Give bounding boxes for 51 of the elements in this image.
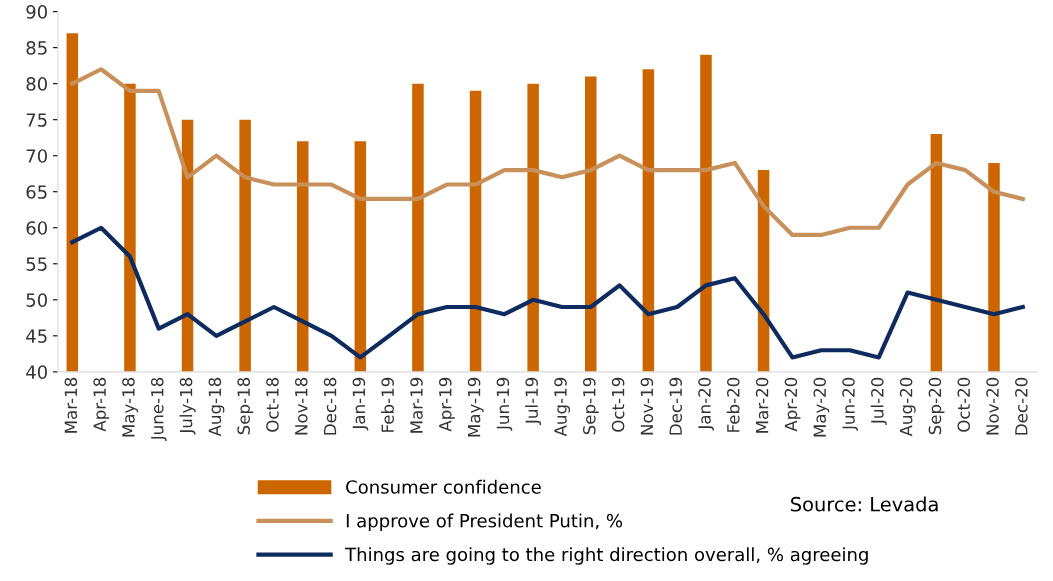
- x-tick-label: Nov-19: [640, 377, 654, 435]
- y-tick-label: 45: [26, 329, 47, 343]
- legend-label: Things are going to the right direction overall, % agreeing: [345, 547, 868, 565]
- x-tick-label: July-18: [179, 377, 196, 435]
- x-tick-label: Aug-20: [899, 377, 916, 437]
- x-tick-label: Sep-19: [582, 377, 599, 435]
- y-tick-label: 90: [26, 5, 47, 19]
- legend-label: Consumer confidence: [346, 479, 541, 494]
- x-tick-label: Jun-19: [496, 377, 513, 431]
- x-tick-label: Mar-20: [755, 377, 769, 433]
- y-tick-label: 70: [26, 149, 47, 163]
- x-tick-label: Mar-19: [410, 377, 423, 433]
- x-tick-label: Apr-18: [93, 377, 110, 432]
- x-tick-label: Dec-20: [1015, 377, 1028, 435]
- x-tick-label: Feb-20: [726, 377, 740, 432]
- x-tick-label: Jan-19: [352, 377, 369, 431]
- x-tick-label: June-18: [150, 377, 167, 442]
- x-tick-label: Dec-18: [323, 377, 337, 435]
- source-note: Source: Levada: [791, 496, 938, 512]
- x-tick-label: May-19: [467, 377, 484, 437]
- x-tick-label: Nov-20: [986, 377, 999, 435]
- x-tick-label: May-20: [813, 377, 830, 437]
- x-tick-label: Aug-19: [554, 377, 571, 437]
- y-tick-label: 60: [26, 221, 47, 235]
- x-tick-label: Oct-20: [957, 377, 971, 432]
- legend-label: I approve of President Putin, %: [346, 513, 623, 532]
- line-series: [70, 225, 1025, 360]
- x-tick-label: Feb-19: [381, 377, 394, 432]
- x-tick-label: Aug-18: [208, 377, 225, 437]
- x-tick-label: Jan-20: [698, 377, 714, 431]
- y-tick-label: 50: [26, 293, 47, 307]
- y-tick-label: 85: [26, 41, 47, 55]
- y-tick-label: 75: [26, 113, 47, 127]
- x-tick-label: Oct-19: [611, 377, 625, 432]
- x-tick-label: Mar-18: [64, 377, 78, 433]
- line-series: [70, 67, 1025, 238]
- x-tick-label: Jun-20: [842, 377, 858, 431]
- x-tick-label: Sep-18: [237, 377, 254, 435]
- y-tick-label: 65: [26, 185, 47, 199]
- x-tick-label: Sep-20: [928, 377, 945, 435]
- x-tick-label: Dec-19: [669, 377, 683, 435]
- x-tick-label: Nov-18: [294, 377, 308, 435]
- x-tick-label: Jul-20: [870, 377, 887, 425]
- y-tick-label: 40: [26, 365, 47, 379]
- x-tick-label: May-18: [122, 377, 138, 437]
- x-tick-label: Apr-20: [784, 377, 801, 432]
- y-tick-label: 55: [26, 257, 47, 271]
- x-tick-label: Jul-19: [525, 377, 542, 425]
- x-tick-label: Oct-18: [266, 377, 279, 432]
- x-tick-label: Apr-19: [438, 377, 455, 432]
- y-tick-label: 80: [26, 77, 47, 91]
